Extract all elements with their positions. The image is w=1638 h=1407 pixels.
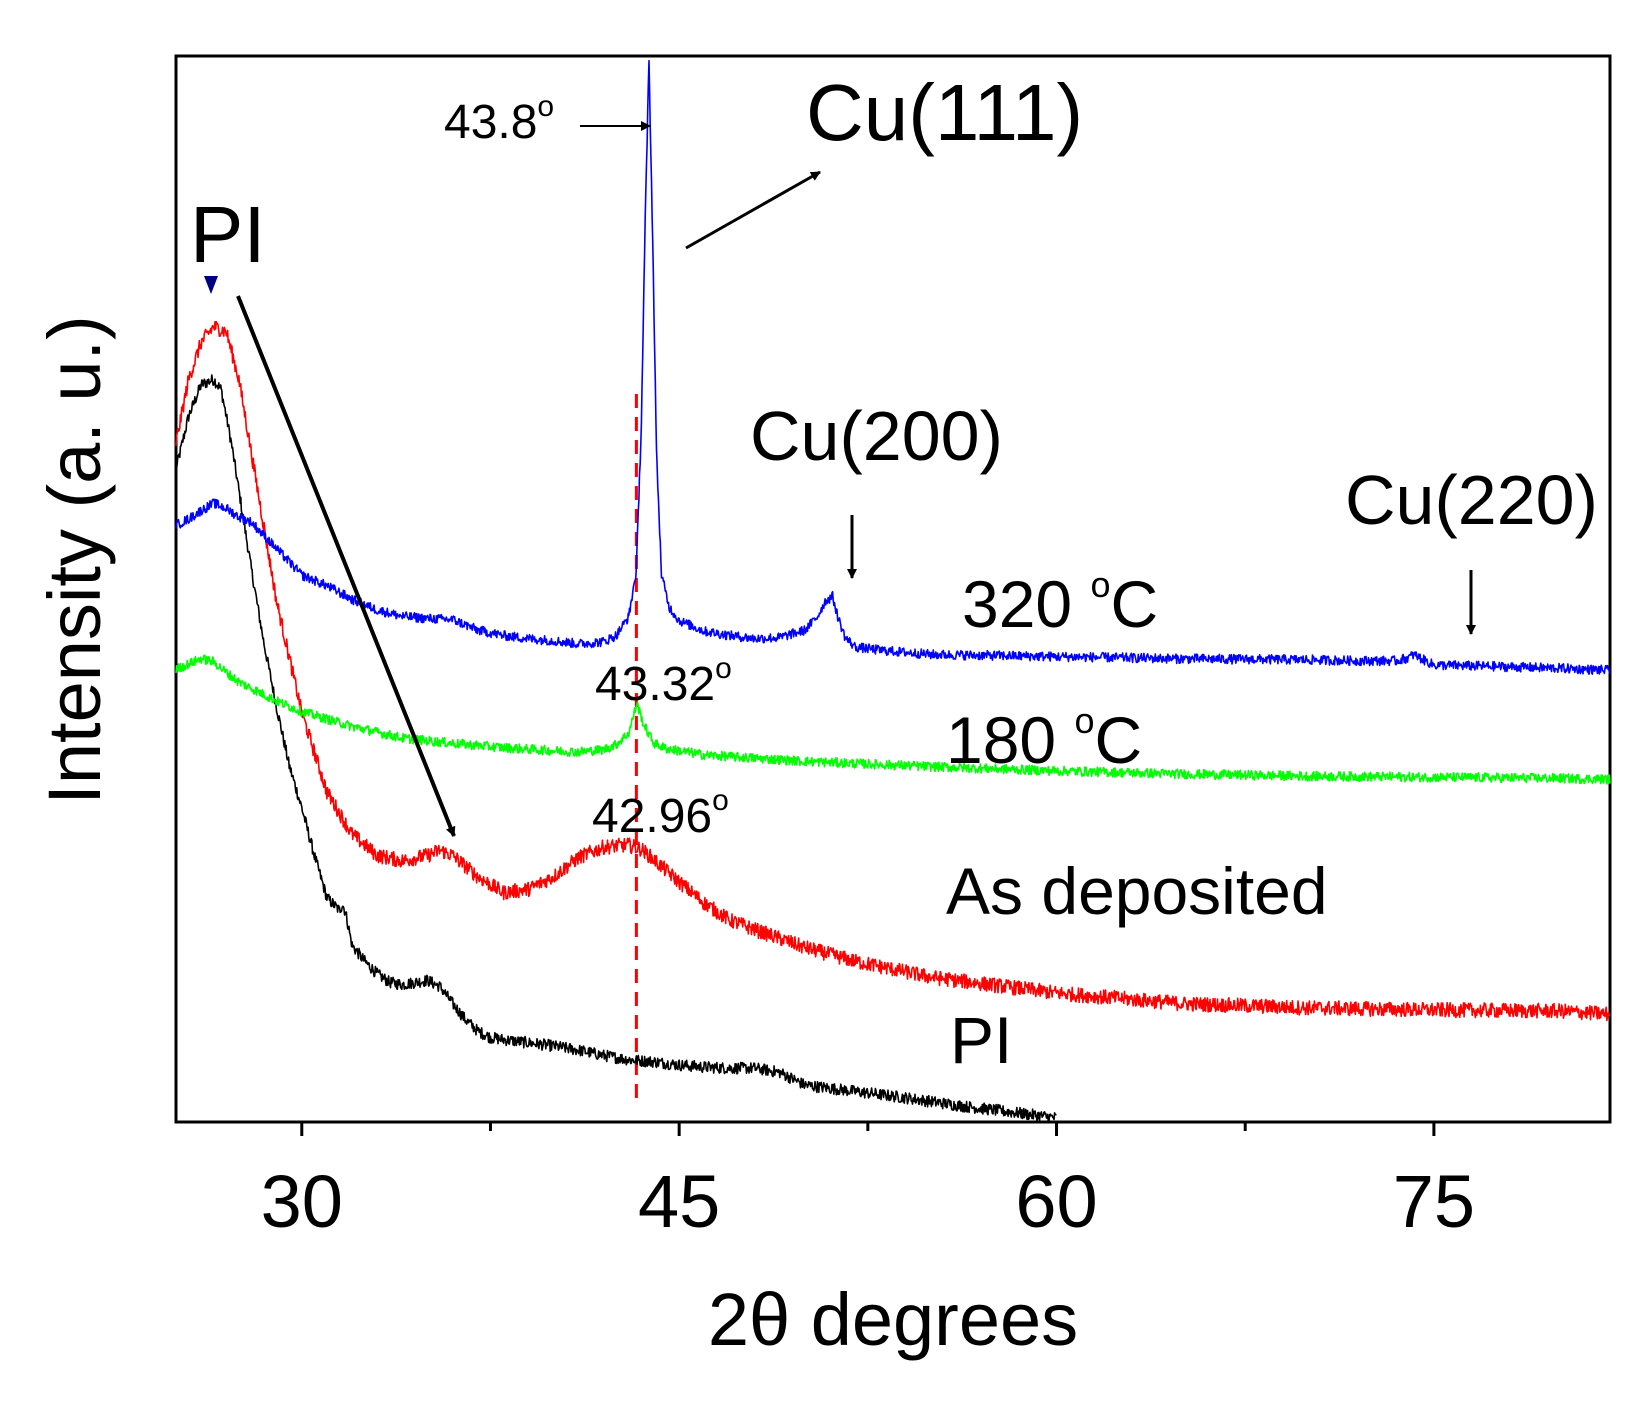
series-line-pi (175, 374, 1057, 1124)
pi-peak-marker (204, 276, 218, 294)
arrow-cu111 (685, 170, 821, 250)
x-tick-label-60: 60 (1015, 1160, 1097, 1243)
angle-label-43-8: 43.8o (444, 90, 554, 149)
peak-label-cu200: Cu(200) (750, 397, 1003, 475)
y-axis-title: Intensity (a. u.) (33, 315, 116, 804)
angle-label-42-96: 42.96o (592, 784, 729, 843)
peak-label-cu111: Cu(111) (806, 68, 1083, 157)
label-pi-curve: PI (950, 1003, 1012, 1077)
peak-label-cu220: Cu(220) (1345, 461, 1598, 539)
x-axis-title: 2θ degrees (708, 1278, 1078, 1361)
series-group (175, 59, 1611, 1124)
arrow-pi-shift (236, 295, 456, 837)
peak-label-pi: PI (190, 190, 266, 279)
series-line-as-deposited (175, 320, 1611, 1022)
x-tick-label-30: 30 (261, 1160, 343, 1243)
x-tick-label-45: 45 (638, 1160, 720, 1243)
label-180c: 180 oC (946, 700, 1142, 777)
label-320c: 320 oC (962, 564, 1158, 641)
angle-label-43-32: 43.32o (595, 652, 732, 711)
plot-frame (174, 54, 1612, 1124)
series-line-320-c (175, 59, 1611, 675)
x-tick-label-75: 75 (1393, 1160, 1475, 1243)
label-as-deposited: As deposited (946, 854, 1328, 928)
x-ticks: 30 45 60 75 (261, 1122, 1475, 1243)
